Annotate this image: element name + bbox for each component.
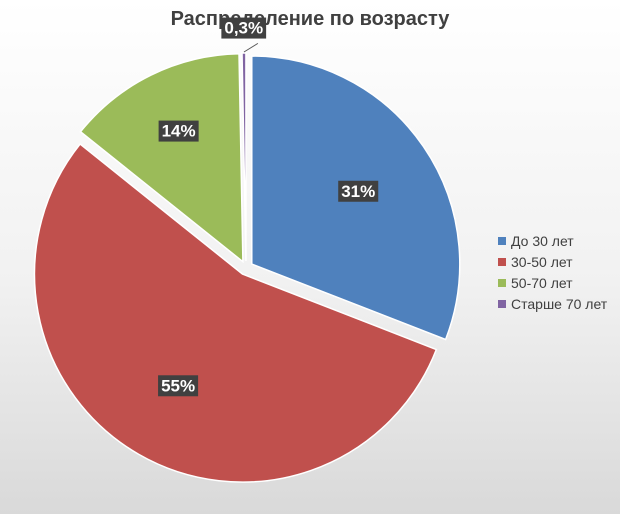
legend: До 30 лет 30-50 лет 50-70 лет Старше 70 лет bbox=[498, 230, 607, 314]
svg-text:14%: 14% bbox=[162, 122, 196, 141]
svg-text:0,3%: 0,3% bbox=[224, 19, 263, 38]
data-label-до-30-лет: 31% bbox=[338, 180, 379, 202]
data-label-30-50-лет: 55% bbox=[158, 375, 199, 397]
legend-swatch bbox=[498, 299, 506, 308]
legend-label: 50-70 лет bbox=[511, 274, 573, 291]
data-label-50-70-лет: 14% bbox=[158, 120, 199, 142]
legend-item-50-70-лет: 50-70 лет bbox=[498, 272, 607, 293]
leader-line bbox=[243, 42, 259, 53]
legend-swatch bbox=[498, 236, 506, 245]
legend-item-старше-70-лет: Старше 70 лет bbox=[498, 293, 607, 314]
legend-label: 30-50 лет bbox=[511, 253, 573, 270]
svg-text:31%: 31% bbox=[341, 182, 375, 201]
pie-slice-50-70-лет bbox=[79, 52, 244, 264]
legend-swatch bbox=[498, 278, 506, 287]
legend-item-до-30-лет: До 30 лет bbox=[498, 230, 607, 251]
data-label-старше-70-лет: 0,3% bbox=[221, 17, 267, 39]
legend-label: До 30 лет bbox=[511, 232, 574, 249]
pie-slice-30-50-лет bbox=[33, 143, 438, 483]
pie-slice-старше-70-лет bbox=[241, 52, 247, 262]
legend-item-30-50-лет: 30-50 лет bbox=[498, 251, 607, 272]
legend-label: Старше 70 лет bbox=[511, 295, 608, 312]
legend-swatch bbox=[498, 257, 506, 266]
svg-text:55%: 55% bbox=[161, 376, 195, 395]
